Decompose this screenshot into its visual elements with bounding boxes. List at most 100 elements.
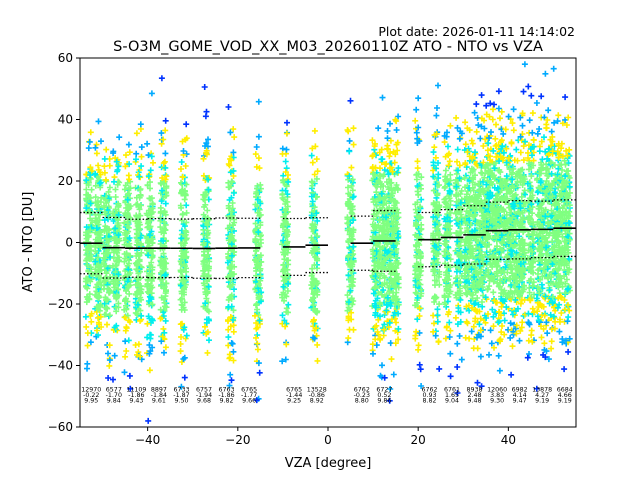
scatter-point bbox=[551, 119, 558, 126]
scatter-point bbox=[252, 312, 258, 319]
scatter-point bbox=[462, 220, 469, 227]
scatter-point bbox=[376, 172, 383, 179]
scatter-point bbox=[160, 250, 167, 257]
scatter-point bbox=[536, 205, 543, 212]
scatter-point bbox=[134, 250, 141, 257]
scatter-point bbox=[84, 330, 91, 337]
scatter-point bbox=[183, 332, 190, 339]
scatter-point bbox=[457, 296, 464, 303]
scatter-point bbox=[417, 265, 424, 272]
scatter-point bbox=[314, 280, 321, 287]
scatter-point bbox=[106, 342, 113, 349]
scatter-point bbox=[470, 323, 477, 330]
scatter-point bbox=[137, 234, 144, 241]
scatter-point bbox=[82, 313, 89, 320]
scatter-point bbox=[311, 204, 318, 211]
scatter-point bbox=[181, 307, 188, 313]
scatter-point bbox=[477, 327, 484, 334]
scatter-point bbox=[255, 217, 262, 224]
scatter-point bbox=[87, 312, 94, 319]
scatter-point bbox=[526, 351, 532, 357]
scatter-point bbox=[283, 146, 290, 153]
scatter-point bbox=[378, 190, 385, 197]
scatter-point bbox=[181, 196, 188, 203]
scatter-point bbox=[124, 312, 131, 319]
scatter-point bbox=[205, 246, 212, 253]
scatter-point bbox=[453, 198, 460, 205]
scatter-point bbox=[126, 149, 133, 156]
scatter-point bbox=[160, 237, 167, 244]
scatter-point bbox=[472, 289, 479, 296]
scatter-point bbox=[83, 205, 90, 212]
scatter-point bbox=[525, 337, 532, 344]
scatter-point bbox=[468, 266, 475, 273]
scatter-point bbox=[525, 83, 532, 90]
scatter-point bbox=[137, 317, 144, 324]
scatter-point bbox=[393, 297, 400, 304]
scatter-point bbox=[201, 282, 208, 289]
scatter-point bbox=[484, 191, 491, 198]
scatter-point bbox=[463, 318, 470, 325]
scatter-point bbox=[97, 228, 104, 235]
scatter-point bbox=[475, 122, 482, 129]
scatter-point bbox=[254, 324, 261, 331]
scatter-point bbox=[181, 286, 188, 293]
scatter-point bbox=[378, 254, 385, 261]
scatter-point bbox=[485, 152, 492, 159]
scatter-point bbox=[369, 137, 376, 144]
scatter-point bbox=[113, 158, 120, 165]
scatter-point bbox=[442, 241, 449, 248]
scatter-point bbox=[103, 249, 109, 256]
scatter-point bbox=[123, 287, 129, 294]
scatter-point bbox=[441, 139, 448, 146]
scatter-point bbox=[183, 135, 190, 142]
scatter-point bbox=[87, 227, 94, 234]
scatter-point bbox=[490, 106, 496, 113]
scatter-point bbox=[453, 259, 460, 266]
scatter-point bbox=[510, 184, 517, 191]
scatter-point bbox=[228, 157, 235, 164]
scatter-point bbox=[433, 243, 440, 250]
scatter-point bbox=[369, 165, 376, 172]
scatter-point bbox=[105, 188, 112, 195]
scatter-point bbox=[95, 201, 102, 208]
scatter-point bbox=[103, 311, 109, 318]
scatter-point bbox=[470, 196, 477, 203]
scatter-point bbox=[466, 217, 473, 224]
scatter-point bbox=[178, 334, 184, 340]
scatter-point bbox=[121, 258, 128, 265]
scatter-point bbox=[447, 171, 454, 178]
scatter-point bbox=[84, 191, 91, 198]
scatter-point bbox=[480, 143, 487, 149]
scatter-point bbox=[482, 170, 489, 177]
scatter-point bbox=[94, 202, 101, 209]
scatter-point bbox=[183, 202, 190, 209]
scatter-point bbox=[418, 383, 425, 389]
scatter-point bbox=[137, 307, 144, 314]
scatter-point bbox=[256, 165, 263, 172]
scatter-point bbox=[468, 250, 475, 257]
scatter-point bbox=[534, 177, 540, 183]
scatter-point bbox=[488, 171, 495, 178]
scatter-point bbox=[482, 294, 489, 301]
scatter-point bbox=[447, 256, 454, 263]
scatter-point bbox=[536, 185, 543, 192]
scatter-point bbox=[388, 356, 395, 363]
scatter-point bbox=[521, 61, 528, 68]
scatter-point bbox=[144, 182, 151, 189]
scatter-point bbox=[380, 287, 387, 294]
scatter-point bbox=[431, 277, 438, 284]
scatter-point bbox=[550, 313, 557, 320]
scatter-point bbox=[472, 149, 478, 156]
scatter-point bbox=[348, 258, 355, 265]
scatter-point bbox=[414, 140, 421, 146]
scatter-point bbox=[415, 124, 422, 131]
scatter-point bbox=[162, 127, 169, 134]
scatter-point bbox=[456, 162, 463, 169]
scatter-point bbox=[350, 326, 357, 333]
scatter-point bbox=[475, 271, 482, 278]
scatter-point bbox=[483, 162, 490, 169]
scatter-point bbox=[510, 311, 516, 318]
scatter-point bbox=[495, 258, 502, 265]
scatter-point bbox=[148, 290, 155, 297]
